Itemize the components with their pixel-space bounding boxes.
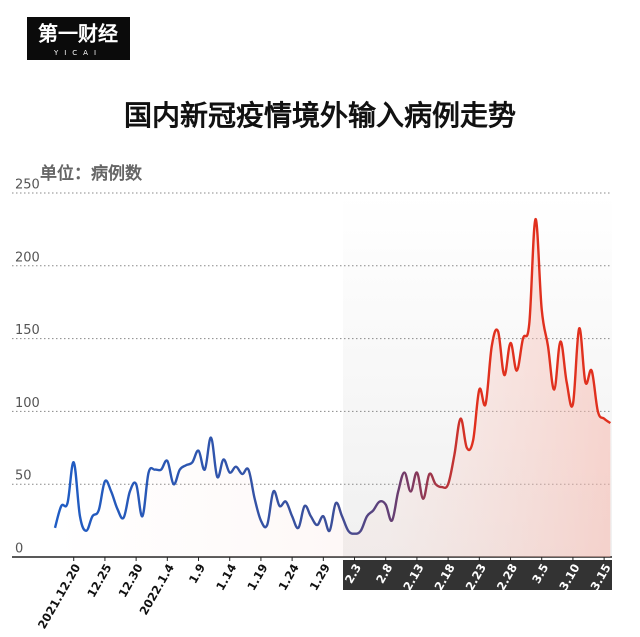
logo-text: 第一财经 [38, 22, 118, 46]
highlight-strip [343, 560, 612, 590]
x-tick-label: 12.30 [115, 561, 145, 600]
line [53, 218, 612, 535]
line-area [55, 219, 611, 558]
y-tick-label: 100 [15, 396, 40, 411]
y-tick-label: 250 [15, 178, 40, 193]
logo-box [27, 17, 130, 60]
y-tick-label: 150 [15, 323, 40, 338]
logo-sub: YICAI [53, 49, 102, 57]
x-tick-label: 1.29 [307, 561, 333, 593]
unit-label: 单位：病例数 [40, 163, 143, 184]
x-tick-label: 2021.12.20 [35, 561, 84, 631]
chart-title: 国内新冠疫情境外输入病例走势 [124, 99, 516, 132]
x-tick-label: 1.24 [275, 561, 301, 593]
x-tick-label: 1.9 [186, 561, 208, 586]
y-tick-label: 200 [15, 250, 40, 265]
y-tick-label: 50 [15, 469, 32, 484]
x-tick-label: 1.19 [244, 561, 270, 593]
x-tick-label: 12.25 [84, 561, 114, 600]
y-tick-label: 0 [15, 542, 23, 557]
x-tick-label: 1.14 [213, 561, 239, 593]
